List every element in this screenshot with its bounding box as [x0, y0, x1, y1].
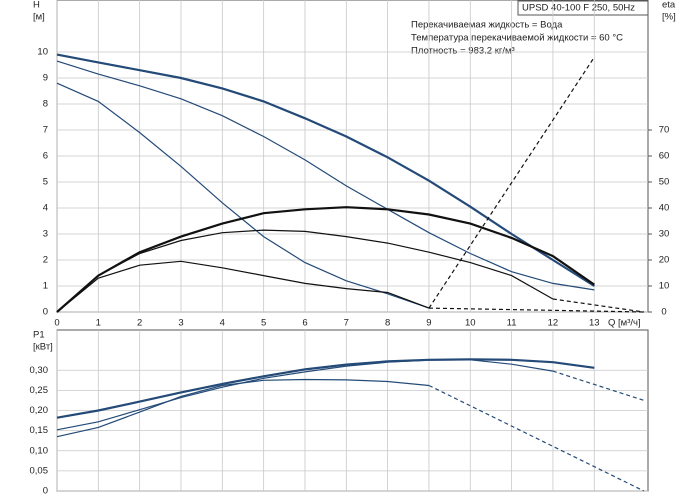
x-axis-label: Q [м³/ч] [608, 318, 641, 329]
y2-tick-label: 10 [659, 281, 670, 292]
x-tick-label: 2 [137, 318, 142, 329]
x-tick-label: 8 [385, 318, 390, 329]
y-tick-label: 6 [43, 151, 48, 162]
x-tick-label: 12 [548, 318, 559, 329]
y-tick-label: 1 [43, 281, 48, 292]
curve [56, 260, 430, 313]
x-tick-label: 13 [589, 318, 600, 329]
curve [56, 358, 595, 419]
y-axis-unit: [м] [33, 12, 45, 23]
y-tick-label: 0,20 [30, 405, 49, 416]
curve [56, 82, 430, 309]
y2-axis-label: eta [662, 0, 676, 11]
x-tick-label: 3 [178, 318, 183, 329]
y2-axis-unit: [%] [662, 12, 676, 23]
y2-tick-label: 70 [659, 125, 670, 136]
x-tick-label: 7 [344, 318, 349, 329]
y-tick-label: 0 [43, 486, 48, 497]
y-axis-label: P1 [33, 330, 45, 341]
y2-tick-label: 40 [659, 203, 670, 214]
y2-tick-label: 0 [661, 307, 666, 318]
x-tick-label: 0 [54, 318, 59, 329]
y-tick-label: 0 [43, 307, 48, 318]
curve [56, 378, 430, 438]
y-axis-unit: [кВт] [33, 342, 53, 353]
annotation: Перекачиваемая жидкость = Вода [411, 20, 563, 31]
curve [56, 53, 595, 287]
y-tick-label: 8 [43, 99, 48, 110]
y2-tick-label: 30 [659, 229, 670, 240]
chart-title: UPSD 40-100 F 250, 50Hz [522, 3, 635, 14]
curve [428, 56, 595, 309]
x-tick-label: 11 [507, 318, 517, 329]
curve [56, 359, 553, 431]
x-tick-label: 4 [220, 318, 225, 329]
y-tick-label: 7 [43, 125, 48, 136]
y-tick-label: 5 [43, 177, 48, 188]
x-tick-label: 1 [96, 318, 101, 329]
y2-tick-label: 60 [659, 151, 670, 162]
y2-tick-label: 20 [659, 255, 670, 266]
x-tick-label: 6 [302, 318, 307, 329]
y-tick-label: 0,25 [30, 385, 49, 396]
annotation: Температура перекачиваемой жидкости = 60… [411, 33, 623, 44]
curve [428, 384, 645, 492]
y-tick-label: 10 [37, 47, 48, 58]
curve [56, 206, 595, 313]
curve [56, 60, 595, 291]
curve [552, 370, 645, 401]
y-tick-label: 0,05 [30, 465, 49, 476]
x-tick-label: 10 [465, 318, 476, 329]
y-tick-label: 9 [43, 73, 48, 84]
y-tick-label: 0,10 [30, 445, 49, 456]
y-tick-label: 2 [43, 255, 48, 266]
y-tick-label: 4 [43, 203, 48, 214]
title-box [517, 0, 649, 16]
curve [552, 298, 644, 313]
y-tick-label: 0,30 [30, 365, 49, 376]
x-tick-label: 5 [261, 318, 266, 329]
curve [428, 307, 644, 313]
annotation: Плотность = 983.2 кг/м³ [411, 46, 515, 57]
curve [56, 229, 554, 313]
y-tick-label: 3 [43, 229, 48, 240]
y-axis-label: H [33, 0, 40, 11]
y-tick-label: 0,15 [30, 425, 49, 436]
y2-tick-label: 50 [659, 177, 670, 188]
x-tick-label: 9 [426, 318, 431, 329]
